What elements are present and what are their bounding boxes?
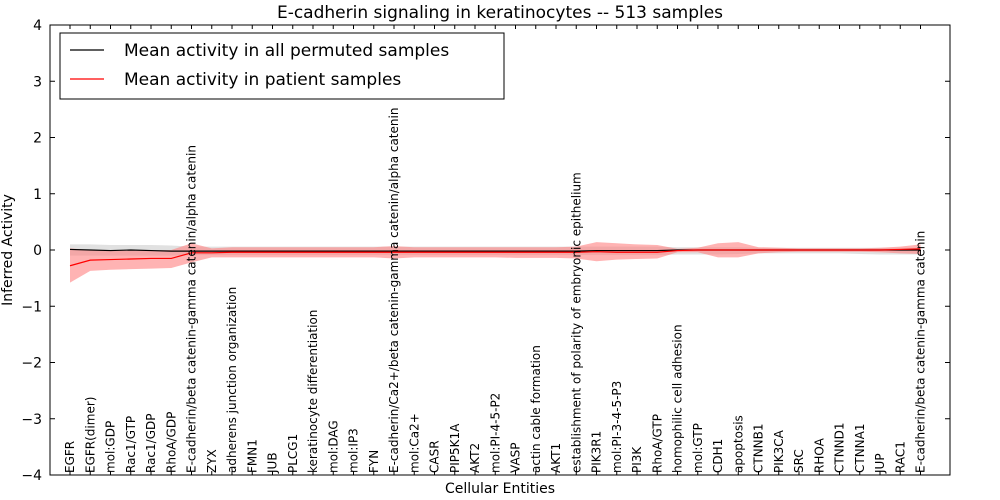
category-label: mol:Ca2+: [407, 413, 421, 473]
y-tick-label: −2: [21, 356, 42, 372]
category-label: JUP: [873, 453, 887, 474]
category-label: PIK3CA: [772, 429, 786, 473]
y-axis-ticks: 4 3 2 1 0 −1 −2 −3 −4: [21, 18, 950, 484]
y-tick-label: 2: [33, 131, 42, 147]
legend-box: [59, 32, 505, 100]
y-tick-label: −4: [21, 468, 42, 484]
chart-title: E-cadherin signaling in keratinocytes --…: [277, 3, 723, 23]
category-label: mol:GDP: [104, 421, 118, 473]
category-label: E-cadherin/Ca2+/beta catenin-gamma caten…: [387, 108, 401, 473]
y-tick-label: 3: [33, 74, 42, 90]
category-label: SRC: [792, 449, 806, 473]
category-label: ZYX: [205, 449, 219, 473]
category-label: RAC1: [893, 441, 907, 473]
category-label: FYN: [367, 450, 381, 473]
category-label: E-cadherin/beta catenin-gamma catenin/al…: [185, 145, 199, 473]
plot-frame: [49, 24, 951, 476]
legend-entry-permuted: Mean activity in all permuted samples: [124, 41, 449, 61]
y-tick-label: −3: [21, 412, 42, 428]
category-label: CTNND1: [833, 422, 847, 473]
category-label: E-cadherin/beta catenin-gamma catenin: [914, 231, 928, 473]
category-label: mol:IP3: [347, 428, 361, 473]
category-label: EGFR: [63, 441, 77, 473]
category-label: PIK3R1: [590, 431, 604, 473]
category-label: PI3K: [630, 446, 644, 473]
y-tick-label: 1: [33, 187, 42, 203]
category-label: keratinocyte differentiation: [306, 310, 320, 473]
category-label: FMN1: [245, 439, 259, 473]
category-label: mol:PI-3-4-5-P3: [610, 381, 624, 473]
category-label: mol:PI-4-5-P2: [488, 393, 502, 473]
category-label: EGFR(dimer): [83, 397, 97, 473]
category-label: JUB: [266, 452, 280, 474]
category-label: RhoA/GTP: [650, 414, 664, 473]
category-label: adherens junction organization: [225, 287, 239, 473]
series-line-patient: [69, 248, 921, 267]
category-label: CTNNB1: [752, 423, 766, 473]
category-label: Rac1/GTP: [124, 416, 138, 473]
category-label: establishment of polarity of embryonic e…: [569, 172, 583, 473]
category-label: RhoA/GDP: [164, 412, 178, 473]
series-lines: [69, 248, 921, 267]
y-tick-label: −1: [21, 299, 42, 315]
category-label: CASR: [428, 440, 442, 473]
legend-entry-patient: Mean activity in patient samples: [124, 70, 401, 90]
category-label: AKT2: [468, 443, 482, 473]
category-label: mol:DAG: [326, 420, 340, 473]
category-label: AKT1: [549, 443, 563, 473]
legend: Mean activity in all permuted samples Me…: [59, 32, 505, 100]
category-label: apoptosis: [731, 415, 745, 473]
y-axis-label: Inferred Activity: [0, 194, 16, 306]
x-axis-label: Cellular Entities: [445, 481, 555, 497]
category-label: PLCG1: [286, 434, 300, 473]
category-label: Rac1/GDP: [144, 414, 158, 473]
y-tick-label: 4: [33, 18, 42, 34]
category-label: RHOA: [812, 437, 826, 473]
category-label: homophilic cell adhesion: [671, 324, 685, 473]
x-axis-ticks: [69, 25, 921, 475]
category-label: PIP5K1A: [448, 423, 462, 473]
category-label: CTNNA1: [853, 423, 867, 473]
category-label: mol:GTP: [691, 423, 705, 473]
category-labels: EGFR EGFR(dimer) mol:GDP Rac1/GTP Rac1/GDP Rh…: [63, 108, 928, 474]
category-label: VASP: [509, 442, 523, 473]
category-label: CDH1: [711, 439, 725, 473]
category-label: actin cable formation: [529, 345, 543, 473]
y-tick-label: 0: [33, 243, 42, 259]
